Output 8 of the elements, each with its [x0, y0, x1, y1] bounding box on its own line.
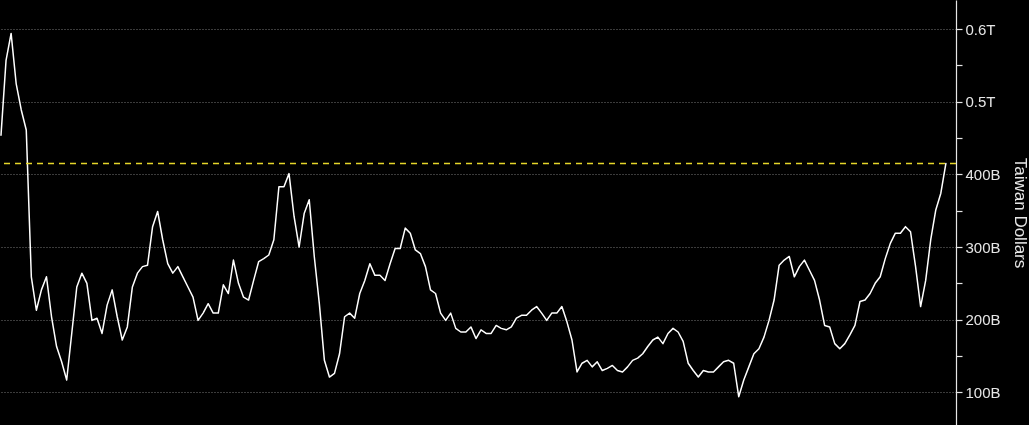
line-series [0, 32, 947, 398]
y-tick-label: 0.5T [965, 93, 996, 111]
y-tick-label: 200B [965, 311, 1001, 329]
y-tick-label: 300B [965, 238, 1001, 256]
y-axis-title: Taiwan Dollars [1010, 157, 1030, 269]
y-tick-label: 0.6T [965, 20, 996, 38]
y-tick-label: 100B [965, 383, 1001, 401]
y-tick-label: 400B [965, 165, 1001, 183]
